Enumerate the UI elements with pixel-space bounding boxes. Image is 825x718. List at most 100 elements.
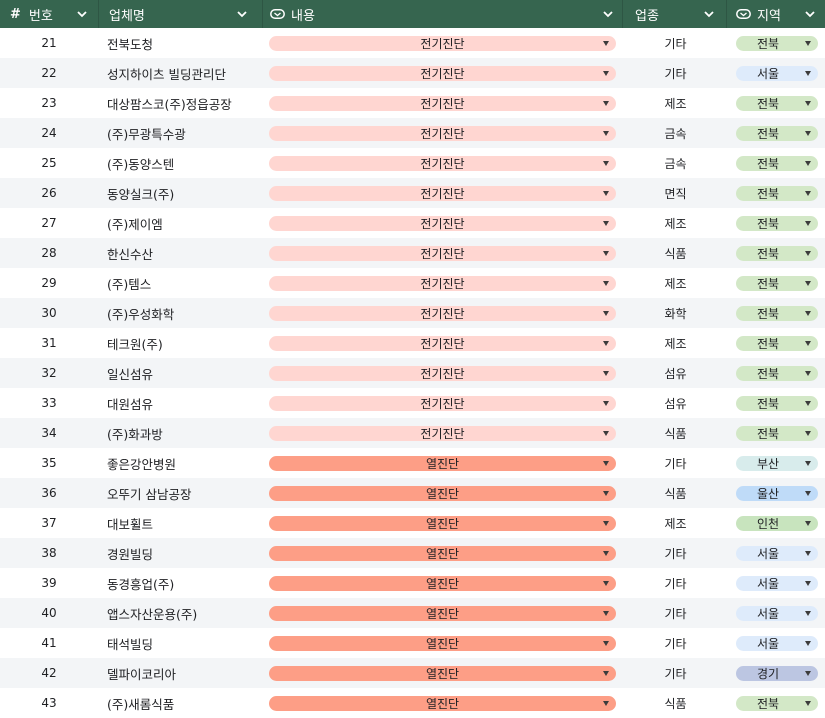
cell-type[interactable]: 제조 xyxy=(664,336,687,351)
cell-type[interactable]: 제조 xyxy=(664,276,687,291)
header-col-type[interactable]: 업종 xyxy=(635,0,659,28)
table-row[interactable]: 39 동경흥업(주) 열진단 기타 서울 xyxy=(0,568,825,598)
table-row[interactable]: 36 오뚜기 삼남공장 열진단 식품 울산 xyxy=(0,478,825,508)
cell-no[interactable]: 25 xyxy=(41,156,57,170)
cell-company-name[interactable]: (주)우성화학 xyxy=(107,306,175,322)
cell-region[interactable]: 전북 xyxy=(736,328,818,358)
cell-no[interactable]: 32 xyxy=(41,366,57,380)
dropdown-arrow-icon[interactable] xyxy=(603,190,609,196)
dropdown-arrow-icon[interactable] xyxy=(603,160,609,166)
dropdown-arrow-icon[interactable] xyxy=(603,490,609,496)
dropdown-arrow-icon[interactable] xyxy=(603,550,609,556)
cell-company-name[interactable]: 테크원(주) xyxy=(107,336,163,352)
content-dropdown-chip[interactable]: 열진단 xyxy=(269,485,616,501)
table-row[interactable]: 40 앱스자산운용(주) 열진단 기타 서울 xyxy=(0,598,825,628)
cell-region[interactable]: 전북 xyxy=(736,178,818,208)
region-dropdown-chip[interactable]: 전북 xyxy=(736,365,818,381)
dropdown-arrow-icon[interactable] xyxy=(805,400,811,406)
region-dropdown-chip[interactable]: 서울 xyxy=(736,575,818,591)
table-row[interactable]: 24 (주)무광특수광 전기진단 금속 전북 xyxy=(0,118,825,148)
chevron-down-icon[interactable] xyxy=(76,8,88,20)
cell-content[interactable]: 열진단 xyxy=(269,688,616,718)
content-dropdown-chip[interactable]: 열진단 xyxy=(269,515,616,531)
cell-content[interactable]: 전기진단 xyxy=(269,208,616,238)
cell-company-name[interactable]: (주)새롬식품 xyxy=(107,696,175,712)
content-dropdown-chip[interactable]: 열진단 xyxy=(269,665,616,681)
dropdown-arrow-icon[interactable] xyxy=(805,700,811,706)
cell-content[interactable]: 전기진단 xyxy=(269,148,616,178)
cell-company-name[interactable]: 대원섬유 xyxy=(107,396,154,412)
cell-no[interactable]: 31 xyxy=(41,336,57,350)
region-dropdown-chip[interactable]: 서울 xyxy=(736,635,818,651)
region-dropdown-chip[interactable]: 전북 xyxy=(736,185,818,201)
dropdown-arrow-icon[interactable] xyxy=(805,490,811,496)
cell-company-name[interactable]: (주)제이엠 xyxy=(107,216,163,232)
content-dropdown-chip[interactable]: 전기진단 xyxy=(269,95,616,111)
cell-content[interactable]: 전기진단 xyxy=(269,328,616,358)
cell-company-name[interactable]: (주)화과방 xyxy=(107,426,163,442)
cell-type[interactable]: 식품 xyxy=(664,696,687,711)
cell-content[interactable]: 전기진단 xyxy=(269,388,616,418)
cell-type[interactable]: 제조 xyxy=(664,516,687,531)
cell-region[interactable]: 전북 xyxy=(736,118,818,148)
cell-company-name[interactable]: 대보휠트 xyxy=(107,516,154,532)
region-dropdown-chip[interactable]: 전북 xyxy=(736,425,818,441)
cell-region[interactable]: 전북 xyxy=(736,268,818,298)
table-row[interactable]: 26 동양실크(주) 전기진단 면직 전북 xyxy=(0,178,825,208)
dropdown-arrow-icon[interactable] xyxy=(603,520,609,526)
dropdown-arrow-icon[interactable] xyxy=(603,700,609,706)
cell-content[interactable]: 열진단 xyxy=(269,448,616,478)
cell-content[interactable]: 전기진단 xyxy=(269,268,616,298)
content-dropdown-chip[interactable]: 전기진단 xyxy=(269,155,616,171)
dropdown-arrow-icon[interactable] xyxy=(805,550,811,556)
region-dropdown-chip[interactable]: 전북 xyxy=(736,125,818,141)
dropdown-arrow-icon[interactable] xyxy=(603,310,609,316)
table-row[interactable]: 21 전북도청 전기진단 기타 전북 xyxy=(0,28,825,58)
cell-type[interactable]: 화학 xyxy=(664,306,687,321)
table-row[interactable]: 25 (주)동양스텐 전기진단 금속 전북 xyxy=(0,148,825,178)
dropdown-arrow-icon[interactable] xyxy=(805,190,811,196)
cell-no[interactable]: 38 xyxy=(41,546,57,560)
cell-company-name[interactable]: 오뚜기 삼남공장 xyxy=(107,486,192,502)
content-dropdown-chip[interactable]: 전기진단 xyxy=(269,425,616,441)
cell-region[interactable]: 전북 xyxy=(736,208,818,238)
cell-type[interactable]: 기타 xyxy=(664,606,687,621)
content-dropdown-chip[interactable]: 전기진단 xyxy=(269,65,616,81)
content-dropdown-chip[interactable]: 전기진단 xyxy=(269,395,616,411)
cell-company-name[interactable]: (주)템스 xyxy=(107,276,152,292)
dropdown-arrow-icon[interactable] xyxy=(805,70,811,76)
region-dropdown-chip[interactable]: 전북 xyxy=(736,95,818,111)
cell-region[interactable]: 전북 xyxy=(736,358,818,388)
cell-no[interactable]: 36 xyxy=(41,486,57,500)
content-dropdown-chip[interactable]: 열진단 xyxy=(269,545,616,561)
cell-region[interactable]: 부산 xyxy=(736,448,818,478)
cell-content[interactable]: 전기진단 xyxy=(269,178,616,208)
content-dropdown-chip[interactable]: 전기진단 xyxy=(269,125,616,141)
dropdown-arrow-icon[interactable] xyxy=(603,610,609,616)
cell-region[interactable]: 경기 xyxy=(736,658,818,688)
dropdown-arrow-icon[interactable] xyxy=(805,370,811,376)
cell-region[interactable]: 전북 xyxy=(736,28,818,58)
dropdown-arrow-icon[interactable] xyxy=(805,250,811,256)
dropdown-arrow-icon[interactable] xyxy=(805,40,811,46)
cell-company-name[interactable]: 전북도청 xyxy=(107,36,154,52)
table-row[interactable]: 22 성지하이츠 빌딩관리단 전기진단 기타 서울 xyxy=(0,58,825,88)
cell-region[interactable]: 전북 xyxy=(736,388,818,418)
cell-content[interactable]: 열진단 xyxy=(269,568,616,598)
cell-no[interactable]: 21 xyxy=(41,36,57,50)
region-dropdown-chip[interactable]: 인천 xyxy=(736,515,818,531)
cell-content[interactable]: 전기진단 xyxy=(269,418,616,448)
dropdown-arrow-icon[interactable] xyxy=(805,460,811,466)
cell-company-name[interactable]: 동경흥업(주) xyxy=(107,576,175,592)
dropdown-arrow-icon[interactable] xyxy=(603,100,609,106)
cell-type[interactable]: 섬유 xyxy=(664,396,687,411)
cell-no[interactable]: 29 xyxy=(41,276,57,290)
cell-company-name[interactable]: 좋은강안병원 xyxy=(107,456,177,472)
cell-region[interactable]: 서울 xyxy=(736,58,818,88)
content-dropdown-chip[interactable]: 전기진단 xyxy=(269,275,616,291)
cell-region[interactable]: 전북 xyxy=(736,688,818,718)
cell-content[interactable]: 전기진단 xyxy=(269,238,616,268)
table-row[interactable]: 41 태석빌딩 열진단 기타 서울 xyxy=(0,628,825,658)
dropdown-arrow-icon[interactable] xyxy=(603,580,609,586)
cell-region[interactable]: 전북 xyxy=(736,88,818,118)
